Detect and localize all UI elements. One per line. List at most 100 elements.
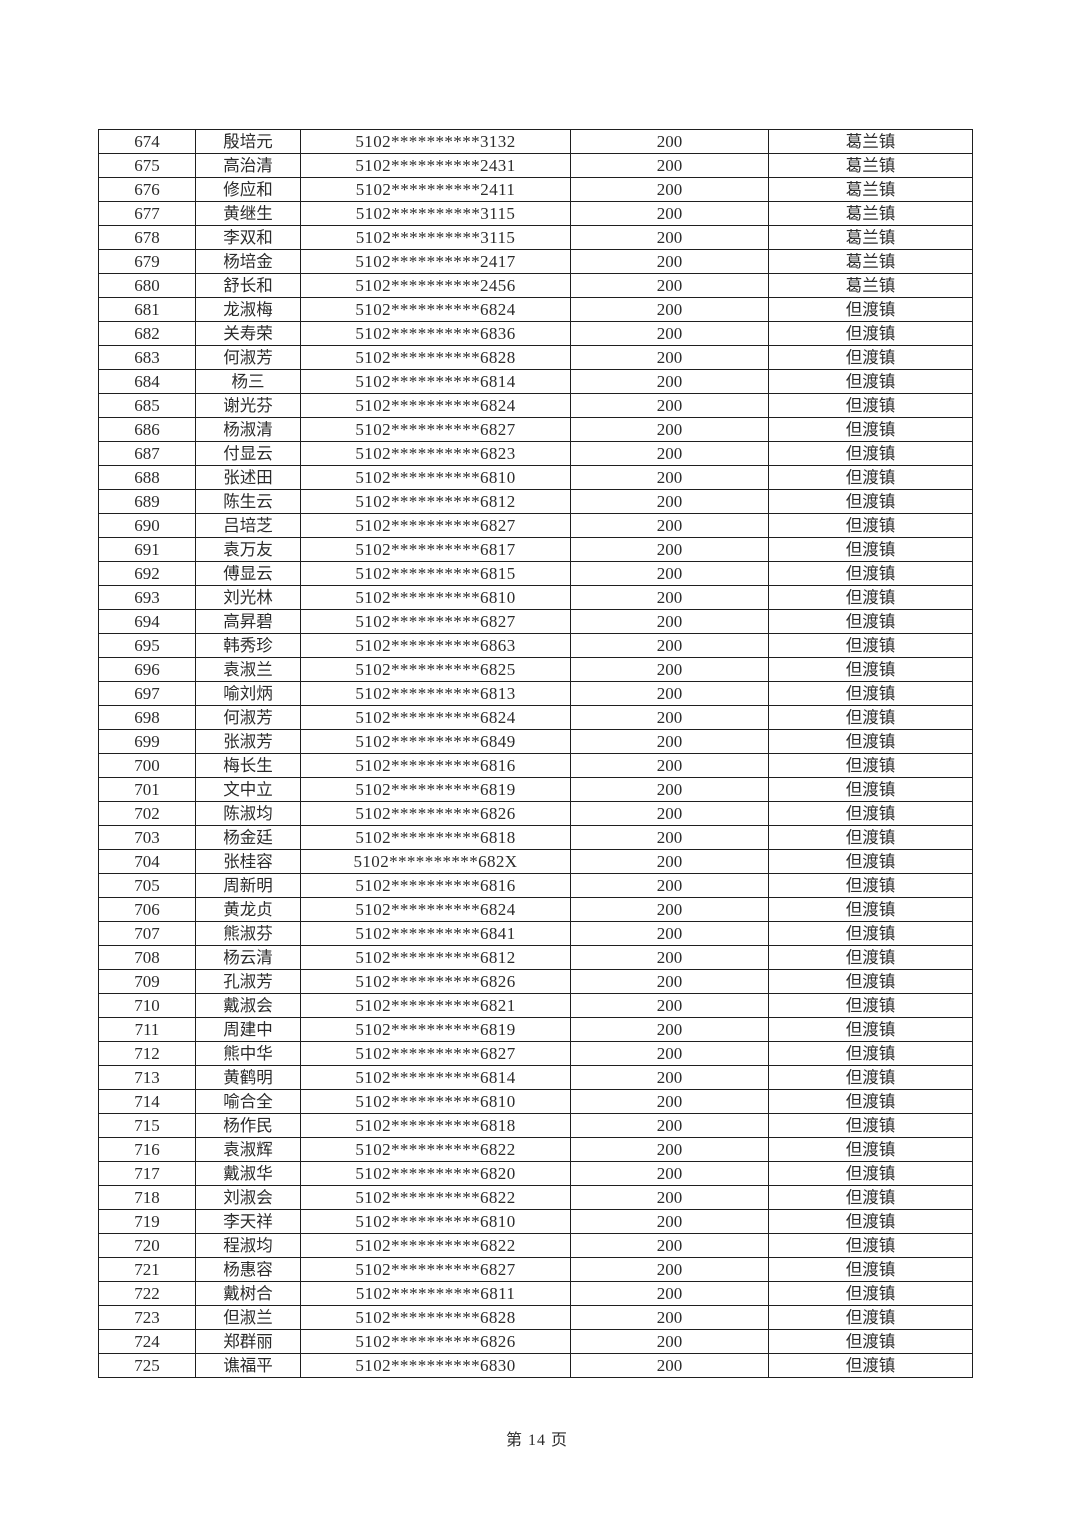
table-row: 692 傅显云 5102**********6815 200 但渡镇	[98, 561, 973, 586]
amount-cell: 200	[570, 369, 769, 394]
masked-id-cell: 5102**********6814	[300, 1065, 571, 1090]
serial-cell: 710	[98, 993, 196, 1018]
serial-cell: 684	[98, 369, 196, 394]
table-row: 717 戴淑华 5102**********6820 200 但渡镇	[98, 1161, 973, 1186]
serial-cell: 675	[98, 153, 196, 178]
table-row: 725 谯福平 5102**********6830 200 但渡镇	[98, 1353, 973, 1378]
amount-cell: 200	[570, 1041, 769, 1066]
serial-cell: 695	[98, 633, 196, 658]
town-cell: 但渡镇	[768, 825, 973, 850]
amount-cell: 200	[570, 825, 769, 850]
table-row: 710 戴淑会 5102**********6821 200 但渡镇	[98, 993, 973, 1018]
town-cell: 葛兰镇	[768, 225, 973, 250]
name-cell: 黄继生	[195, 201, 301, 226]
amount-cell: 200	[570, 801, 769, 826]
serial-cell: 696	[98, 657, 196, 682]
name-cell: 熊淑芬	[195, 921, 301, 946]
page-number-label: 第 14 页	[505, 1432, 568, 1449]
table-row: 684 杨三 5102**********6814 200 但渡镇	[98, 369, 973, 394]
name-cell: 舒长和	[195, 273, 301, 298]
masked-id-cell: 5102**********6810	[300, 585, 571, 610]
serial-cell: 687	[98, 441, 196, 466]
table-row: 690 吕培芝 5102**********6827 200 但渡镇	[98, 513, 973, 538]
serial-cell: 719	[98, 1209, 196, 1234]
name-cell: 修应和	[195, 177, 301, 202]
town-cell: 但渡镇	[768, 1113, 973, 1138]
table-row: 707 熊淑芬 5102**********6841 200 但渡镇	[98, 921, 973, 946]
masked-id-cell: 5102**********6826	[300, 1329, 571, 1354]
amount-cell: 200	[570, 129, 769, 154]
serial-cell: 705	[98, 873, 196, 898]
masked-id-cell: 5102**********6812	[300, 945, 571, 970]
name-cell: 高治清	[195, 153, 301, 178]
masked-id-cell: 5102**********6810	[300, 1089, 571, 1114]
amount-cell: 200	[570, 225, 769, 250]
name-cell: 张述田	[195, 465, 301, 490]
serial-cell: 701	[98, 777, 196, 802]
amount-cell: 200	[570, 273, 769, 298]
name-cell: 袁淑兰	[195, 657, 301, 682]
amount-cell: 200	[570, 1305, 769, 1330]
table-row: 711 周建中 5102**********6819 200 但渡镇	[98, 1017, 973, 1042]
masked-id-cell: 5102**********6849	[300, 729, 571, 754]
table-row: 674 殷培元 5102**********3132 200 葛兰镇	[98, 129, 973, 154]
serial-cell: 708	[98, 945, 196, 970]
table-row: 683 何淑芳 5102**********6828 200 但渡镇	[98, 345, 973, 370]
name-cell: 梅长生	[195, 753, 301, 778]
table-row: 698 何淑芳 5102**********6824 200 但渡镇	[98, 705, 973, 730]
serial-cell: 679	[98, 249, 196, 274]
name-cell: 何淑芳	[195, 705, 301, 730]
table-row: 713 黄鹤明 5102**********6814 200 但渡镇	[98, 1065, 973, 1090]
table-row: 689 陈生云 5102**********6812 200 但渡镇	[98, 489, 973, 514]
masked-id-cell: 5102**********2417	[300, 249, 571, 274]
amount-cell: 200	[570, 897, 769, 922]
masked-id-cell: 5102**********2411	[300, 177, 571, 202]
town-cell: 但渡镇	[768, 321, 973, 346]
name-cell: 但淑兰	[195, 1305, 301, 1330]
town-cell: 但渡镇	[768, 537, 973, 562]
name-cell: 谢光芬	[195, 393, 301, 418]
amount-cell: 200	[570, 585, 769, 610]
masked-id-cell: 5102**********6841	[300, 921, 571, 946]
amount-cell: 200	[570, 1185, 769, 1210]
town-cell: 但渡镇	[768, 1137, 973, 1162]
amount-cell: 200	[570, 681, 769, 706]
masked-id-cell: 5102**********3115	[300, 225, 571, 250]
table-row: 678 李双和 5102**********3115 200 葛兰镇	[98, 225, 973, 250]
name-cell: 熊中华	[195, 1041, 301, 1066]
serial-cell: 685	[98, 393, 196, 418]
town-cell: 但渡镇	[768, 393, 973, 418]
amount-cell: 200	[570, 1137, 769, 1162]
table-row: 719 李天祥 5102**********6810 200 但渡镇	[98, 1209, 973, 1234]
masked-id-cell: 5102**********6826	[300, 801, 571, 826]
serial-cell: 682	[98, 321, 196, 346]
town-cell: 但渡镇	[768, 513, 973, 538]
table-row: 675 高治清 5102**********2431 200 葛兰镇	[98, 153, 973, 178]
serial-cell: 721	[98, 1257, 196, 1282]
amount-cell: 200	[570, 777, 769, 802]
masked-id-cell: 5102**********2456	[300, 273, 571, 298]
town-cell: 葛兰镇	[768, 129, 973, 154]
town-cell: 葛兰镇	[768, 177, 973, 202]
town-cell: 但渡镇	[768, 1161, 973, 1186]
masked-id-cell: 5102**********6824	[300, 393, 571, 418]
masked-id-cell: 5102**********6827	[300, 1041, 571, 1066]
town-cell: 但渡镇	[768, 729, 973, 754]
masked-id-cell: 5102**********6824	[300, 705, 571, 730]
amount-cell: 200	[570, 1161, 769, 1186]
name-cell: 刘淑会	[195, 1185, 301, 1210]
amount-cell: 200	[570, 1353, 769, 1378]
masked-id-cell: 5102**********6823	[300, 441, 571, 466]
beneficiary-table-body: 674 殷培元 5102**********3132 200 葛兰镇 675 高治清 5102…	[98, 129, 973, 1378]
masked-id-cell: 5102**********6827	[300, 609, 571, 634]
masked-id-cell: 5102**********6827	[300, 1257, 571, 1282]
town-cell: 但渡镇	[768, 681, 973, 706]
town-cell: 但渡镇	[768, 609, 973, 634]
table-row: 691 袁万友 5102**********6817 200 但渡镇	[98, 537, 973, 562]
name-cell: 郑群丽	[195, 1329, 301, 1354]
serial-cell: 702	[98, 801, 196, 826]
amount-cell: 200	[570, 1209, 769, 1234]
table-row: 679 杨培金 5102**********2417 200 葛兰镇	[98, 249, 973, 274]
amount-cell: 200	[570, 873, 769, 898]
